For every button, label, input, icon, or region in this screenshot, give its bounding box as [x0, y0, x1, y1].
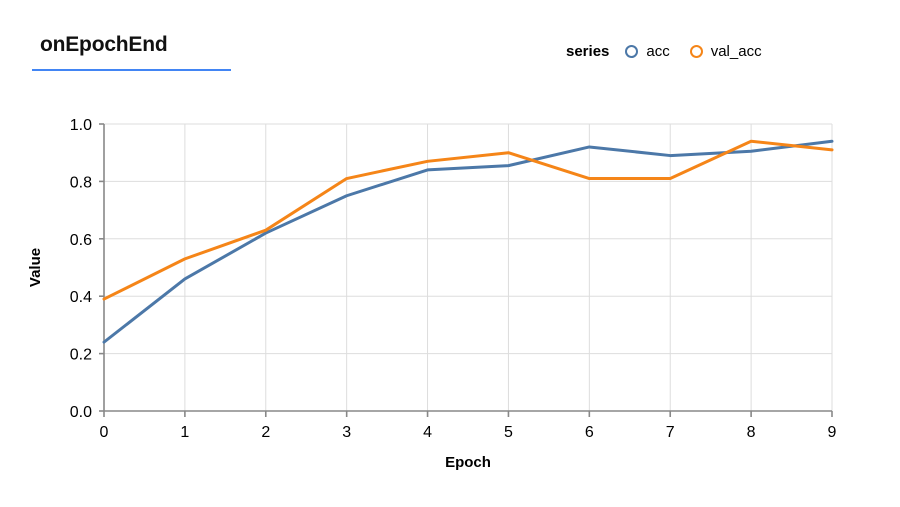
svg-text:8: 8	[747, 424, 756, 441]
legend-item-label: val_acc	[710, 42, 762, 60]
svg-text:7: 7	[666, 424, 675, 441]
circle-outline-icon	[689, 44, 703, 58]
svg-text:9: 9	[828, 424, 837, 441]
axes	[99, 123, 833, 417]
series-lines	[102, 139, 834, 344]
svg-text:0.4: 0.4	[70, 289, 92, 306]
svg-text:0.8: 0.8	[70, 174, 92, 191]
y-axis-title: Value	[27, 248, 44, 287]
svg-text:0.6: 0.6	[70, 232, 92, 249]
svg-text:0.0: 0.0	[70, 404, 92, 421]
svg-text:1: 1	[180, 424, 189, 441]
svg-text:4: 4	[423, 424, 432, 441]
svg-text:0: 0	[100, 424, 109, 441]
series-line-acc	[102, 139, 834, 344]
page-title: onEpochEnd	[40, 33, 168, 56]
legend-item-val-acc[interactable]: val_acc	[689, 42, 762, 60]
series-line-val_acc	[102, 139, 834, 301]
x-axis-title: Epoch	[445, 454, 491, 471]
legend-item-label: acc	[646, 42, 670, 60]
svg-text:6: 6	[585, 424, 594, 441]
legend: series acc val_acc	[566, 40, 762, 62]
svg-text:0.2: 0.2	[70, 347, 92, 364]
axis-labels: 0.0 0.2 0.4 0.6 0.8 1.0 0 1 2 3 4 5 6 7 8 9 Epoch Value	[27, 117, 837, 471]
title-underline	[32, 69, 231, 71]
circle-outline-icon	[625, 44, 639, 58]
svg-text:3: 3	[342, 424, 351, 441]
legend-item-acc[interactable]: acc	[625, 42, 670, 60]
legend-title: series	[566, 42, 610, 60]
svg-text:2: 2	[261, 424, 270, 441]
svg-text:1.0: 1.0	[70, 117, 92, 134]
svg-text:5: 5	[504, 424, 513, 441]
